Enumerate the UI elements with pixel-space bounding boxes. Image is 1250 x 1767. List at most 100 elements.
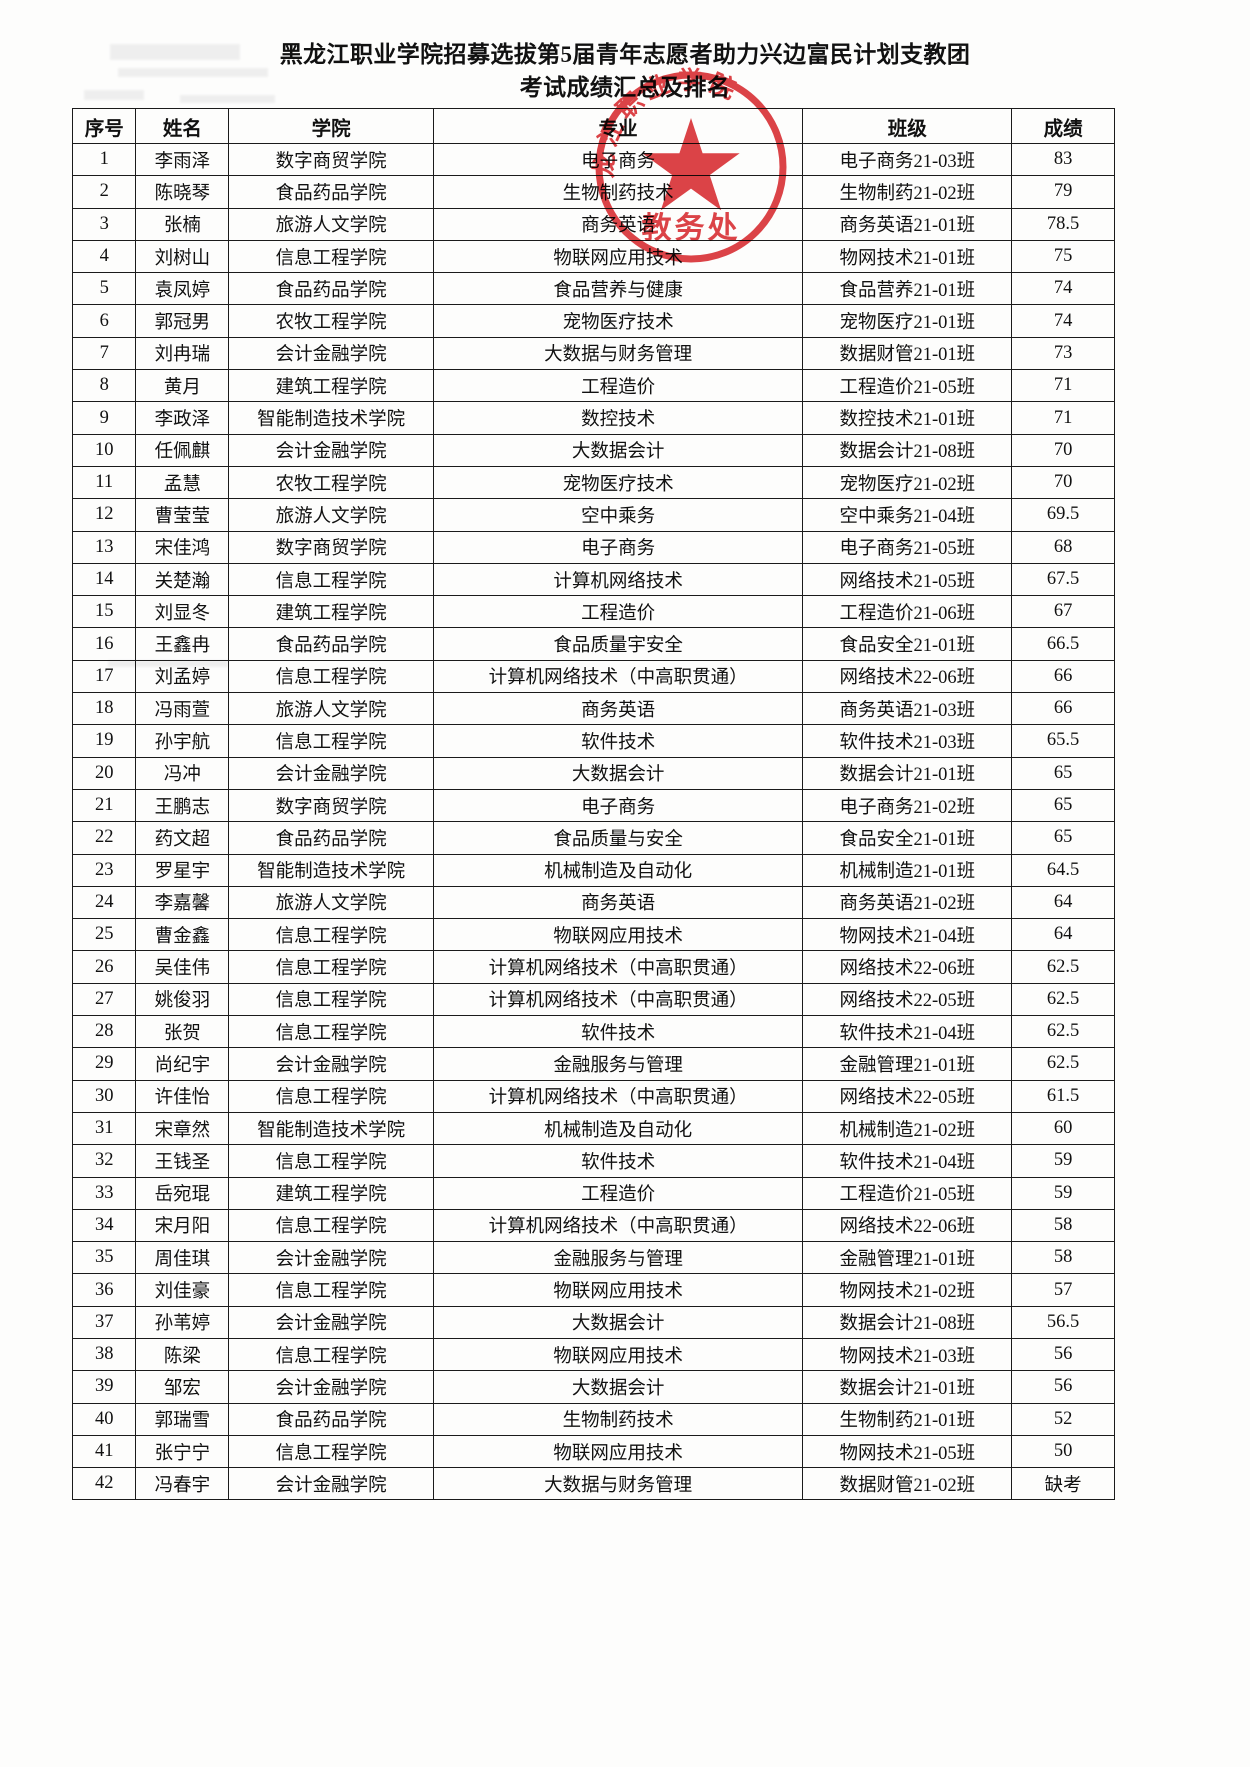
cell-school: 数字商贸学院 — [228, 530, 434, 564]
table-row: 16 王鑫冉 食品药品学院 食品质量宇安全 食品安全21-01班 66.5 — [71, 627, 1115, 661]
cell-index: 28 — [71, 1015, 137, 1049]
cell-major: 物联网应用技术 — [432, 1273, 804, 1307]
cell-index: 40 — [71, 1402, 137, 1436]
table-row: 11 孟慧 农牧工程学院 宠物医疗技术 宠物医疗21-02班 70 — [71, 465, 1115, 500]
cell-school: 旅游人文学院 — [228, 207, 434, 241]
cell-class: 工程造价21-06班 — [802, 595, 1013, 629]
cell-school: 信息工程学院 — [228, 1434, 434, 1469]
cell-school: 旅游人文学院 — [228, 692, 434, 726]
table-row: 15 刘显冬 建筑工程学院 工程造价 工程造价21-06班 67 — [71, 595, 1115, 629]
cell-class: 数据财管21-02班 — [802, 1467, 1013, 1501]
cell-school: 食品药品学院 — [228, 272, 434, 306]
table-row: 28 张贺 信息工程学院 软件技术 软件技术21-04班 62.5 — [71, 1015, 1115, 1049]
table-row: 1 李雨泽 数字商贸学院 电子商务 电子商务21-03班 83 — [71, 142, 1115, 177]
table-row: 31 宋章然 智能制造技术学院 机械制造及自动化 机械制造21-02班 60 — [71, 1111, 1115, 1146]
table-row: 10 任佩麒 会计金融学院 大数据会计 数据会计21-08班 70 — [71, 433, 1115, 467]
cell-school: 会计金融学院 — [228, 756, 434, 790]
scan-smudge — [84, 90, 144, 100]
cell-major: 生物制药技术 — [432, 1402, 804, 1436]
cell-major: 工程造价 — [432, 595, 804, 629]
cell-name: 张贺 — [135, 1015, 230, 1049]
table-row: 22 药文超 食品药品学院 食品质量与安全 食品安全21-01班 65 — [71, 821, 1115, 855]
cell-school: 会计金融学院 — [228, 1047, 434, 1081]
cell-index: 3 — [71, 207, 137, 241]
table-row: 14 关楚瀚 信息工程学院 计算机网络技术 网络技术21-05班 67.5 — [71, 562, 1115, 597]
scan-smudge — [118, 68, 268, 77]
column-header-name: 姓名 — [135, 108, 230, 144]
cell-name: 刘显冬 — [135, 595, 230, 629]
document-title: 黑龙江职业学院招募选拔第5届青年志愿者助力兴边富民计划支教团 考试成绩汇总及排名 — [0, 38, 1250, 105]
scan-smudge — [110, 44, 240, 60]
cell-class: 金融管理21-01班 — [802, 1047, 1013, 1081]
cell-name: 任佩麒 — [135, 433, 230, 467]
cell-index: 25 — [71, 918, 137, 952]
cell-score: 缺考 — [1011, 1467, 1115, 1501]
cell-major: 软件技术 — [432, 1015, 804, 1049]
cell-score: 62.5 — [1011, 1047, 1115, 1081]
cell-school: 食品药品学院 — [228, 175, 434, 209]
cell-class: 物网技术21-01班 — [802, 239, 1013, 274]
table-row: 3 张楠 旅游人文学院 商务英语 商务英语21-01班 78.5 — [71, 207, 1115, 241]
cell-class: 网络技术22-06班 — [802, 1208, 1013, 1243]
cell-score: 59 — [1011, 1144, 1115, 1178]
cell-index: 1 — [71, 142, 137, 177]
cell-school: 信息工程学院 — [228, 239, 434, 274]
column-header-school: 学院 — [228, 108, 434, 144]
cell-class: 生物制药21-02班 — [802, 175, 1013, 209]
cell-score: 79 — [1011, 175, 1115, 209]
cell-score: 62.5 — [1011, 950, 1115, 984]
cell-score: 65.5 — [1011, 724, 1115, 758]
cell-name: 宋月阳 — [135, 1208, 230, 1243]
table-row: 30 许佳怡 信息工程学院 计算机网络技术（中高职贯通） 网络技术22-05班 61.5 — [71, 1079, 1115, 1113]
cell-major: 大数据会计 — [432, 1305, 804, 1339]
cell-major: 物联网应用技术 — [432, 1434, 804, 1469]
cell-major: 电子商务 — [432, 788, 804, 823]
cell-school: 信息工程学院 — [228, 724, 434, 758]
cell-score: 67 — [1011, 595, 1115, 629]
cell-index: 2 — [71, 175, 137, 209]
title-line-1: 黑龙江职业学院招募选拔第5届青年志愿者助力兴边富民计划支教团 — [279, 42, 971, 67]
cell-index: 27 — [71, 982, 137, 1017]
cell-index: 15 — [71, 595, 137, 629]
cell-name: 孙苇婷 — [135, 1305, 230, 1339]
cell-school: 建筑工程学院 — [228, 595, 434, 629]
cell-score: 61.5 — [1011, 1079, 1115, 1113]
cell-score: 64 — [1011, 885, 1115, 920]
cell-score: 83 — [1011, 142, 1115, 177]
cell-major: 金融服务与管理 — [432, 1047, 804, 1081]
cell-class: 电子商务21-03班 — [802, 142, 1013, 177]
cell-school: 食品药品学院 — [228, 627, 434, 661]
table-row: 19 孙宇航 信息工程学院 软件技术 软件技术21-03班 65.5 — [71, 724, 1115, 758]
cell-major: 商务英语 — [432, 207, 804, 241]
cell-index: 13 — [71, 530, 137, 564]
cell-class: 商务英语21-02班 — [802, 885, 1013, 920]
cell-major: 机械制造及自动化 — [432, 853, 804, 887]
cell-school: 智能制造技术学院 — [228, 401, 434, 435]
cell-class: 食品安全21-01班 — [802, 821, 1013, 855]
table-row: 4 刘树山 信息工程学院 物联网应用技术 物网技术21-01班 75 — [71, 239, 1115, 274]
table-row: 36 刘佳豪 信息工程学院 物联网应用技术 物网技术21-02班 57 — [71, 1273, 1115, 1307]
cell-class: 工程造价21-05班 — [802, 369, 1013, 403]
table-row: 7 刘冉瑞 会计金融学院 大数据与财务管理 数据财管21-01班 73 — [71, 336, 1115, 371]
cell-index: 31 — [71, 1111, 137, 1146]
cell-class: 数控技术21-01班 — [802, 401, 1013, 435]
cell-score: 71 — [1011, 369, 1115, 403]
cell-major: 物联网应用技术 — [432, 918, 804, 952]
cell-major: 数控技术 — [432, 401, 804, 435]
cell-major: 生物制药技术 — [432, 175, 804, 209]
cell-class: 机械制造21-02班 — [802, 1111, 1013, 1146]
cell-major: 物联网应用技术 — [432, 239, 804, 274]
column-header-score: 成绩 — [1011, 108, 1115, 144]
cell-name: 张楠 — [135, 207, 230, 241]
cell-name: 王鑫冉 — [135, 627, 230, 661]
cell-class: 金融管理21-01班 — [802, 1241, 1013, 1275]
cell-score: 74 — [1011, 304, 1115, 338]
scan-smudge — [180, 95, 275, 103]
cell-major: 大数据会计 — [432, 1370, 804, 1404]
cell-index: 12 — [71, 498, 137, 532]
table-row: 8 黄月 建筑工程学院 工程造价 工程造价21-05班 71 — [71, 369, 1115, 403]
cell-class: 网络技术22-05班 — [802, 1079, 1013, 1113]
cell-index: 26 — [71, 950, 137, 984]
cell-name: 王钱圣 — [135, 1144, 230, 1178]
